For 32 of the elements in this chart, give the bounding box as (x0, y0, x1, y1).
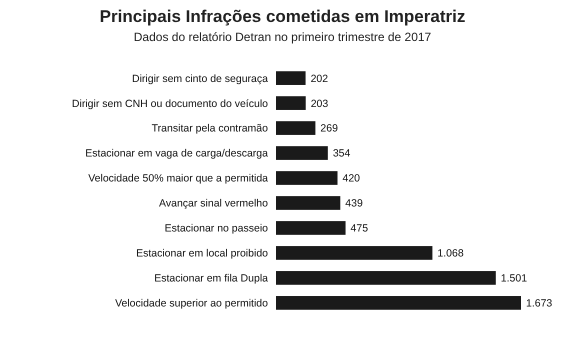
y-tick-label: Estacionar em local proibido (136, 248, 268, 260)
data-label: 1.501 (500, 272, 528, 285)
bar (276, 96, 306, 110)
y-tick-label: Velocidade superior ao permitido (115, 298, 268, 310)
bar (276, 146, 328, 160)
y-tick-label: Velocidade 50% maior que a permitida (88, 172, 268, 185)
data-label: 420 (342, 172, 360, 185)
data-label: 475 (350, 222, 368, 235)
chart-title: Principais Infrações cometidas em Imperatriz (100, 7, 466, 26)
y-tick-label: Estacionar em fila Dupla (154, 272, 268, 285)
y-tick-label: Transitar pela contramão (152, 122, 268, 135)
bar (276, 271, 496, 285)
data-label: 202 (310, 72, 328, 85)
y-tick-label: Estacionar em vaga de carga/descarga (85, 148, 268, 160)
data-label: 269 (320, 122, 338, 135)
bar (276, 171, 338, 185)
bar (276, 121, 316, 135)
data-label: 1.068 (437, 248, 464, 260)
bar (276, 196, 340, 210)
bar (276, 246, 432, 260)
data-label: 354 (332, 148, 351, 160)
y-tick-label: Dirigir sem cinto de seguraça (132, 72, 268, 85)
y-tick-label: Estacionar no passeio (164, 222, 268, 235)
bar (276, 296, 521, 310)
bar (276, 71, 306, 85)
chart-subtitle: Dados do relatório Detran no primeiro trimestre de 2017 (134, 30, 432, 44)
bar (276, 221, 346, 235)
data-label: 203 (310, 98, 328, 110)
y-tick-label: Dirigir sem CNH ou documento do veículo (72, 98, 268, 110)
data-label: 439 (345, 198, 363, 210)
data-label: 1.673 (526, 298, 552, 310)
y-tick-label: Avançar sinal vermelho (159, 198, 268, 210)
